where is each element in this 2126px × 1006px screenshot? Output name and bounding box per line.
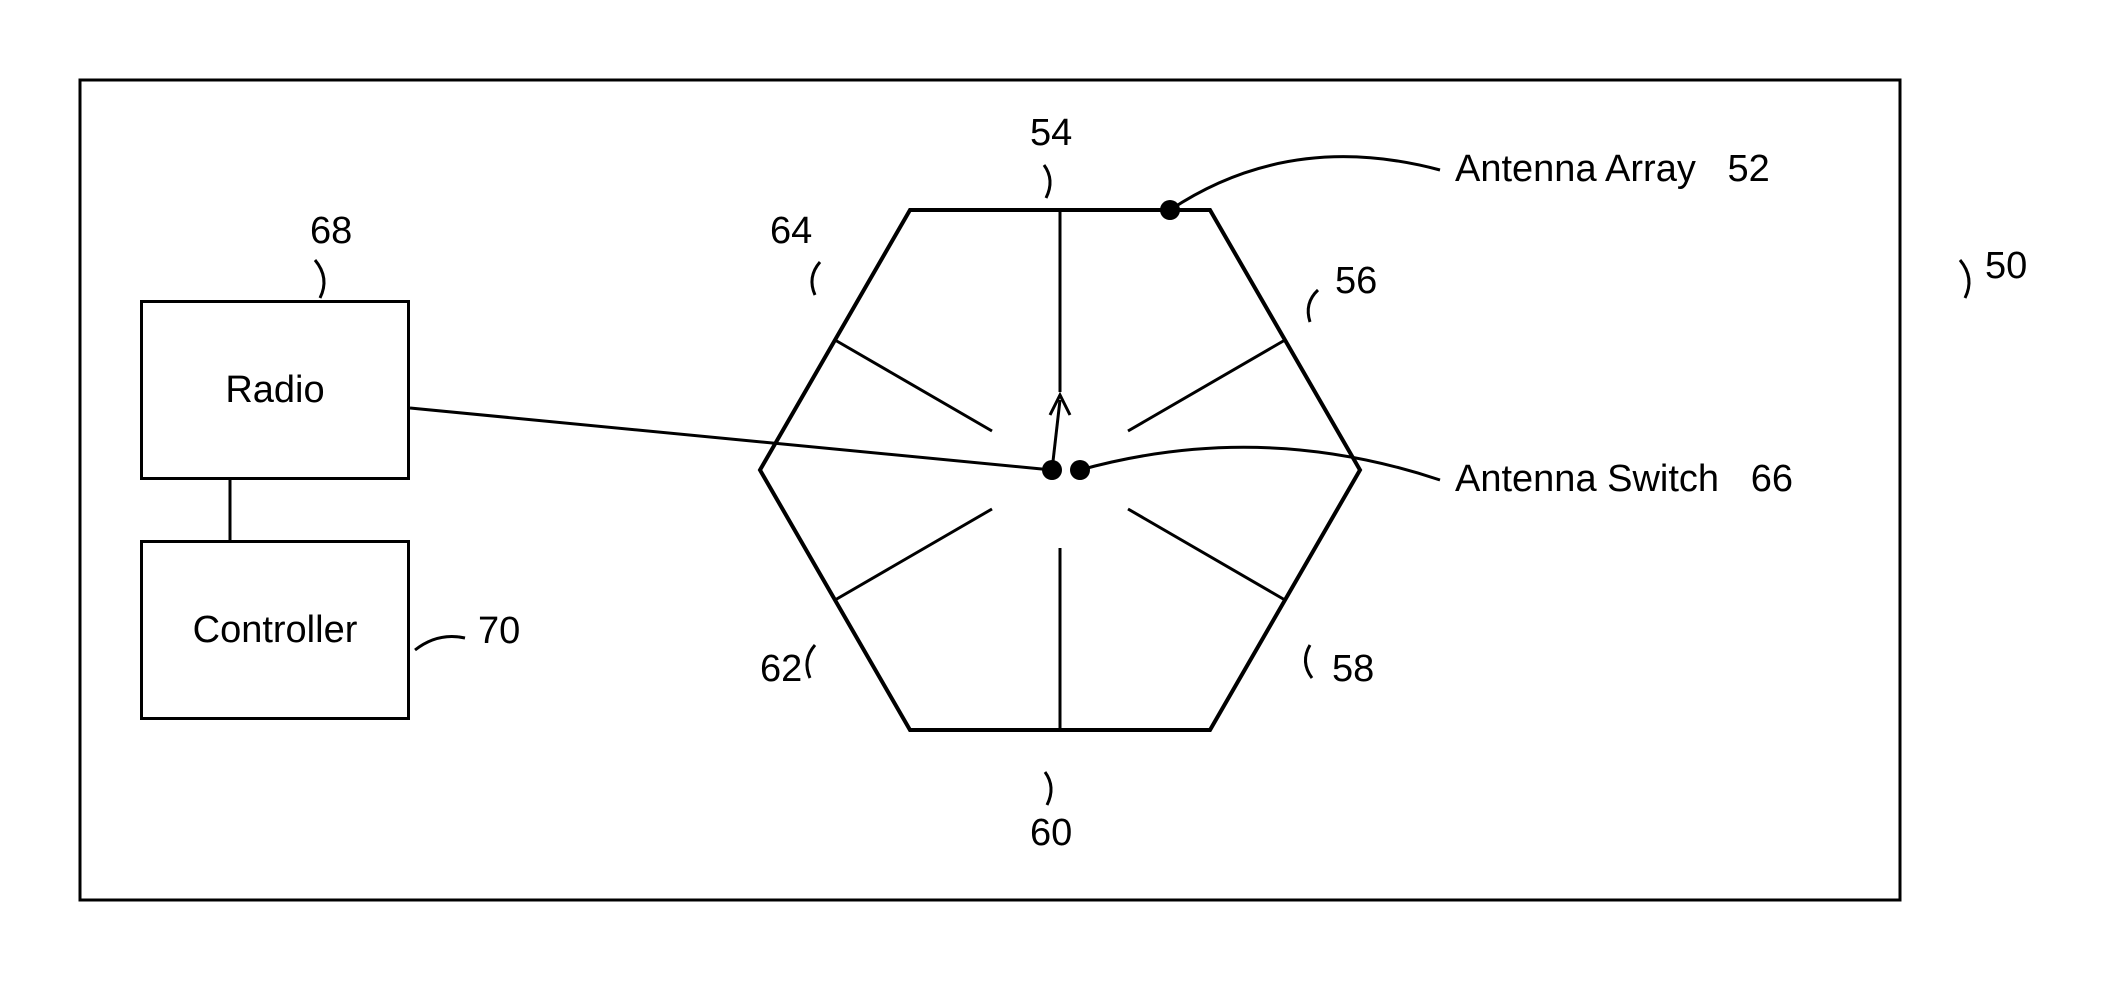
tick-64 xyxy=(812,262,820,295)
tick-50 xyxy=(1960,260,1969,298)
antenna-switch-label: Antenna Switch 66 xyxy=(1455,458,1793,501)
tick-58 xyxy=(1305,645,1312,678)
ref-62: 62 xyxy=(760,648,802,691)
tick-62 xyxy=(807,645,815,678)
tick-70 xyxy=(415,637,465,651)
diagram-container: Radio Controller Antenna Array 52 Antenn… xyxy=(0,0,2126,1006)
tick-54 xyxy=(1044,165,1050,198)
ref-56: 56 xyxy=(1335,260,1377,303)
ref-54: 54 xyxy=(1030,112,1072,155)
controller-block: Controller xyxy=(140,540,410,720)
leader-antenna-switch xyxy=(1080,447,1440,480)
sector-line-bl xyxy=(835,509,992,600)
sector-line-tl xyxy=(835,340,992,431)
controller-label: Controller xyxy=(193,609,358,652)
ref-50: 50 xyxy=(1985,245,2027,288)
tick-60 xyxy=(1045,772,1051,805)
wire-radio-to-switch xyxy=(410,408,1052,470)
ref-70: 70 xyxy=(478,610,520,653)
ref-60: 60 xyxy=(1030,812,1072,855)
sector-line-br xyxy=(1128,509,1285,600)
leader-antenna-array xyxy=(1170,157,1440,210)
tick-68 xyxy=(315,260,324,298)
ref-64: 64 xyxy=(770,210,812,253)
tick-56 xyxy=(1308,290,1318,322)
radio-label: Radio xyxy=(225,369,324,412)
antenna-array-label: Antenna Array 52 xyxy=(1455,148,1770,191)
radio-block: Radio xyxy=(140,300,410,480)
ref-68: 68 xyxy=(310,210,352,253)
hexagon-group xyxy=(760,200,1360,730)
ref-58: 58 xyxy=(1332,648,1374,691)
sector-line-tr xyxy=(1128,340,1285,431)
